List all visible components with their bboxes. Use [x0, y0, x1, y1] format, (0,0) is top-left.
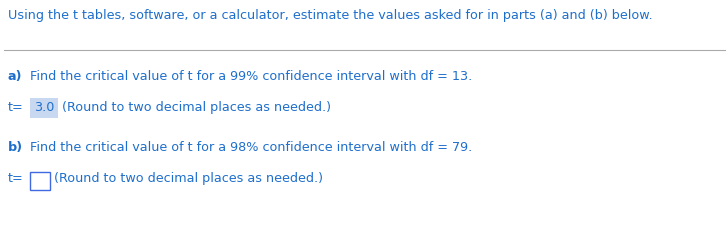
Text: (Round to two decimal places as needed.): (Round to two decimal places as needed.) [54, 172, 323, 185]
Bar [30, 172, 50, 190]
Text: 3.0: 3.0 [34, 101, 54, 114]
Text: Using the t tables, software, or a calculator, estimate the values asked for in : Using the t tables, software, or a calcu… [8, 9, 653, 22]
Text: b): b) [8, 141, 23, 154]
Text: Find the critical value of t for a 99% confidence interval with df = 13.: Find the critical value of t for a 99% c… [30, 70, 472, 83]
Text: (Round to two decimal places as needed.): (Round to two decimal places as needed.) [62, 101, 331, 114]
Text: Find the critical value of t for a 98% confidence interval with df = 79.: Find the critical value of t for a 98% c… [30, 141, 472, 154]
Text: t=: t= [8, 172, 24, 185]
Bar [30, 98, 58, 118]
Text: a): a) [8, 70, 23, 83]
Text: t=: t= [8, 101, 24, 114]
